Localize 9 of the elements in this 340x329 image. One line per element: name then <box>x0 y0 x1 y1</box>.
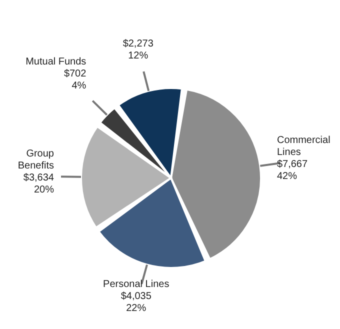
data-label: $7,667 42% <box>276 158 308 182</box>
data-label: $2,273 12% <box>122 38 154 62</box>
slice-label: Personal Lines <box>103 278 170 290</box>
data-label: $702 4% <box>64 68 87 92</box>
data-label: $4,035 22% <box>120 290 152 314</box>
slice-label: Group Benefits <box>18 148 54 172</box>
data-label: $3,634 20% <box>23 172 54 196</box>
slice-label: Commercial Lines <box>276 134 330 158</box>
slice-label: Mutual Funds <box>26 56 86 68</box>
